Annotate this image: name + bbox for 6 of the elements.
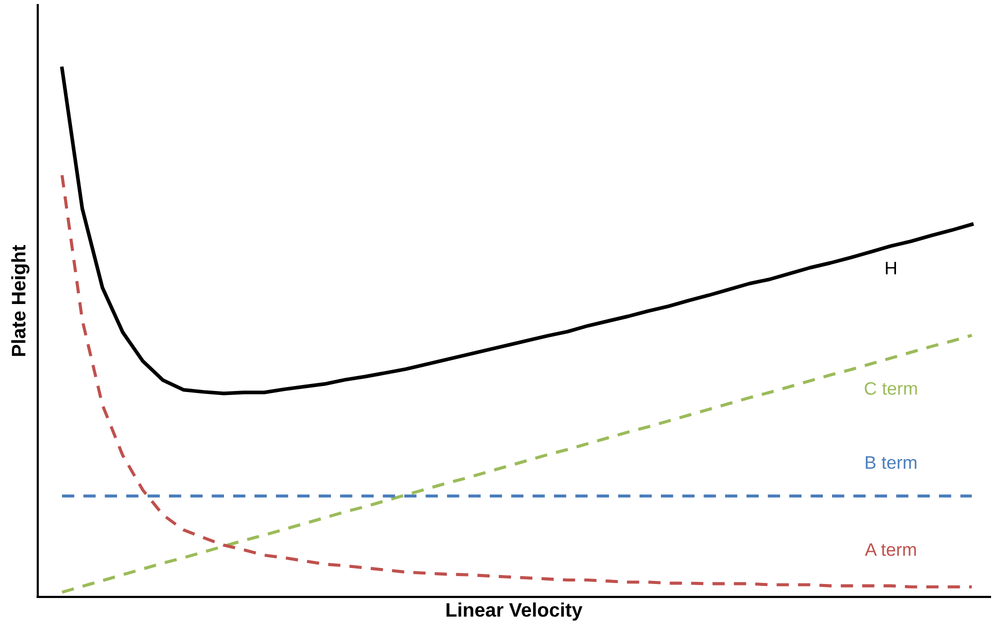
x-axis-title: Linear Velocity — [446, 602, 582, 621]
series-label: H — [886, 262, 896, 274]
series-label: A term — [864, 543, 916, 556]
series-label: C term — [864, 382, 917, 395]
series-label: B term — [866, 456, 916, 469]
y-axis-title: Plate Height — [11, 245, 30, 356]
